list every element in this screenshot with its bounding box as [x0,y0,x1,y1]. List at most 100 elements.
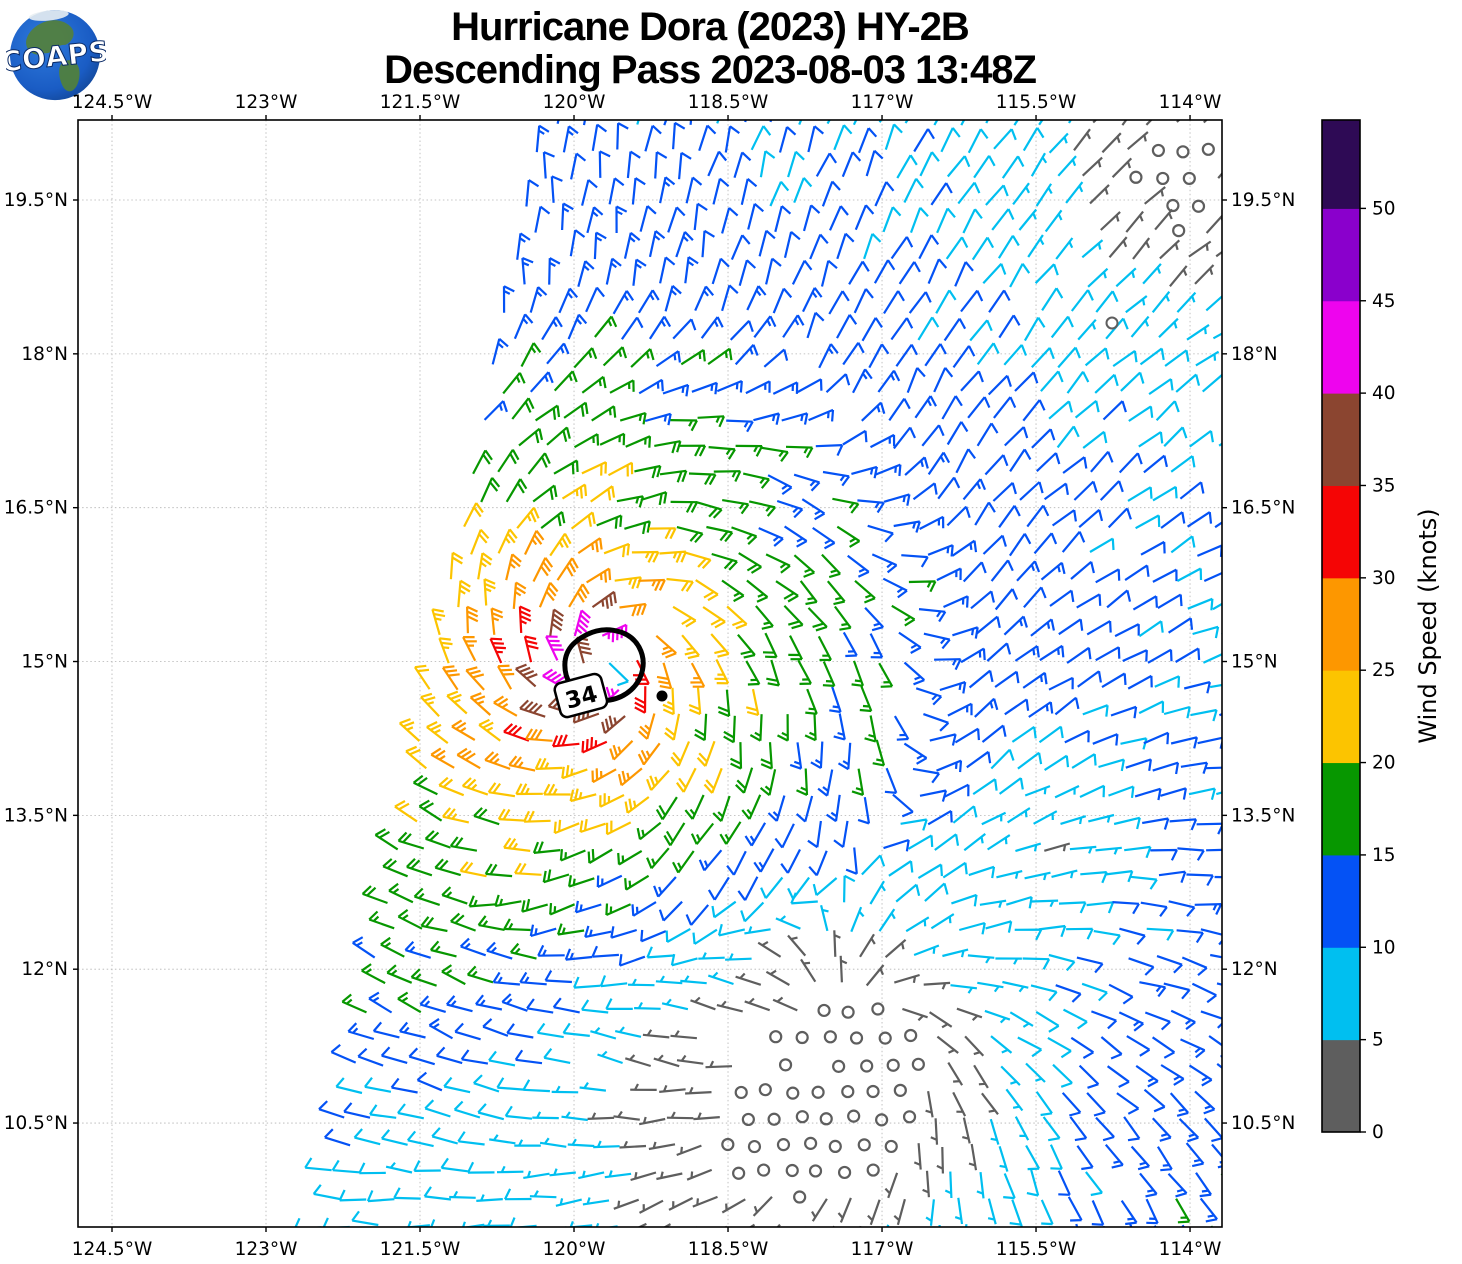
logo-north-america [26,20,74,55]
wind-barb [927,544,954,557]
wind-barb [1081,239,1104,259]
lon-tick-label-top: 118.5°W [688,92,769,113]
wind-barb [853,288,874,314]
wind-barb [783,525,808,548]
wind-barb [1140,901,1168,917]
wind-barb [864,606,885,632]
wind-barb [1189,430,1214,448]
wind-barb [990,748,1015,770]
wind-barb [489,637,506,664]
wind-barb [758,229,776,257]
wind-barb [833,820,849,848]
wind-barb [1082,704,1109,717]
wind-barb [965,1224,968,1227]
wind-barb [996,870,1023,879]
wind-barb [678,151,692,180]
wind-barb [859,933,876,958]
wind-barb [587,848,613,864]
wind-barb [1048,132,1069,154]
wind-barb [676,526,704,544]
wind-barb [358,1162,386,1175]
wind-barb [1023,586,1047,609]
wind-barb [397,909,423,930]
wind-barb [1057,1170,1071,1196]
wind-barb [562,125,579,153]
wind-barb [721,579,745,603]
wind-barb [462,636,477,662]
wind-barb [509,942,537,960]
wind-barb [974,501,996,526]
colorbar-tick-label: 30 [1372,568,1396,589]
colorbar-tick-label: 35 [1372,475,1396,496]
wind-barb [1061,530,1086,553]
colorbar-tick-label: 40 [1372,383,1396,404]
wind-barb [489,1134,516,1145]
wind-barb [613,1198,640,1210]
wind-barb [1015,842,1042,853]
wind-barb [929,733,957,746]
wind-barb [368,910,395,930]
wind-barb [463,502,484,528]
wind-barb [777,714,789,742]
wind-barb [776,499,804,519]
wind-barb [909,206,929,233]
wind-barb [312,1184,340,1201]
wind-barb [506,1023,534,1039]
wind-barb [431,608,446,636]
wind-barb [915,687,943,706]
wind-barb [1057,155,1077,177]
wind-barb [1036,452,1061,472]
wind-barb [1154,675,1181,688]
axis-ticks [73,115,1227,1232]
wind-barb [1217,171,1222,179]
wind-barb [630,1171,657,1182]
wind-barb [642,1029,670,1039]
wind-barb [659,469,688,483]
wind-barb [952,345,976,369]
wind-barb [586,206,604,234]
wind-barb [1009,1199,1023,1226]
wind-barb [330,1043,357,1064]
wind-barb [685,176,703,204]
wind-barb [567,313,588,340]
wind-barb [543,783,571,796]
wind-barb [1134,787,1162,801]
wind-barb [878,908,896,932]
wind-barb [758,527,784,547]
wind-barb [807,607,828,632]
wind-barb [599,793,625,808]
wind-barb [1003,344,1028,366]
wind-barb [646,946,674,959]
wind-barb [684,794,705,820]
wind-barb [1048,400,1073,420]
wind-barb [974,697,999,718]
wind-barb [892,793,914,818]
wind-barb [851,660,865,687]
wind-barb [582,1197,610,1206]
wind-barb [947,1062,964,1086]
wind-barb [706,525,734,543]
wind-barb [888,860,914,877]
wind-barb [676,767,697,793]
wind-barb [453,1100,481,1119]
wind-barb [913,1143,922,1170]
wind-barb [648,230,666,258]
wind-barb [1095,846,1122,855]
wind-barb [1012,182,1030,206]
wind-barb [1094,373,1119,394]
storm-center-marker [656,690,668,702]
wind-barb [795,795,814,823]
wind-barb [556,557,579,581]
calm-circle [1182,171,1196,186]
wind-barb [1030,984,1058,1002]
wind-barb [969,319,993,342]
wind-barb [618,954,646,967]
wind-barb [380,1046,408,1064]
calm-circle [1201,142,1215,156]
wind-barb [548,257,561,285]
wind-barb [634,686,647,714]
map-frame [77,119,1223,1228]
wind-barb [968,1143,978,1171]
wind-barb [1017,751,1043,770]
colorbar-segment [1322,577,1360,671]
